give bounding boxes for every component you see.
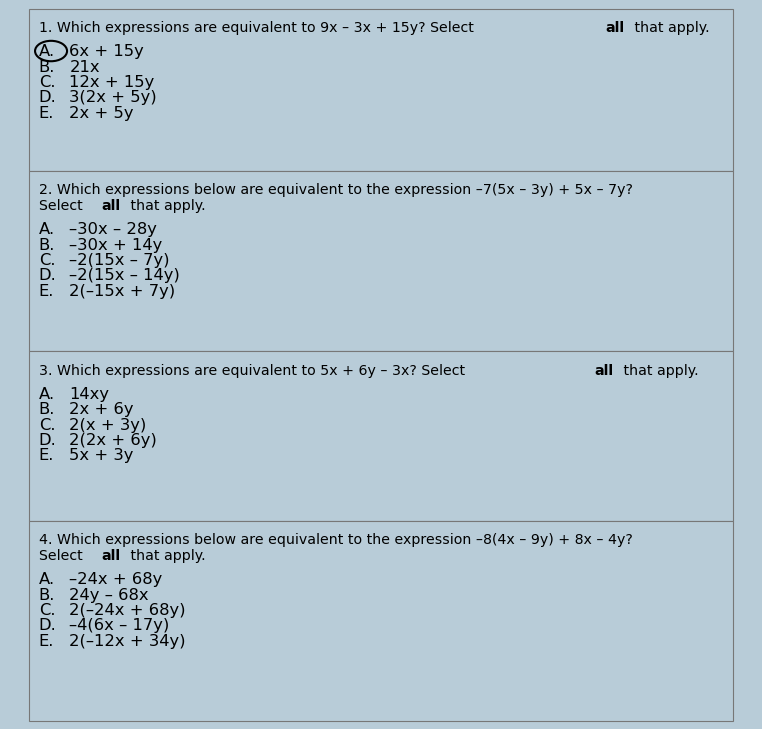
Text: 21x: 21x — [69, 60, 100, 75]
Text: C.: C. — [39, 418, 56, 433]
Text: 3(2x + 5y): 3(2x + 5y) — [69, 90, 157, 106]
Text: –30x – 28y: –30x – 28y — [69, 222, 157, 238]
Text: 2(–15x + 7y): 2(–15x + 7y) — [69, 284, 175, 299]
Text: B.: B. — [39, 588, 55, 603]
Text: –2(15x – 14y): –2(15x – 14y) — [69, 268, 181, 284]
Text: 2(x + 3y): 2(x + 3y) — [69, 418, 147, 433]
Text: E.: E. — [39, 284, 54, 299]
Text: 2(–24x + 68y): 2(–24x + 68y) — [69, 603, 186, 618]
Text: all: all — [101, 199, 120, 213]
Text: all: all — [594, 364, 613, 378]
FancyBboxPatch shape — [29, 9, 733, 171]
Text: E.: E. — [39, 634, 54, 649]
Text: –30x + 14y: –30x + 14y — [69, 238, 163, 253]
Text: –4(6x – 17y): –4(6x – 17y) — [69, 618, 170, 634]
FancyBboxPatch shape — [29, 351, 733, 521]
Text: 2. Which expressions below are equivalent to the expression –7(5x – 3y) + 5x – 7: 2. Which expressions below are equivalen… — [39, 183, 633, 197]
Text: 2(–12x + 34y): 2(–12x + 34y) — [69, 634, 186, 649]
Text: 3. Which expressions are equivalent to 5x + 6y – 3x? Select: 3. Which expressions are equivalent to 5… — [39, 364, 469, 378]
Text: 2(2x + 6y): 2(2x + 6y) — [69, 433, 157, 448]
Text: A.: A. — [39, 572, 55, 588]
Text: A.: A. — [39, 387, 55, 402]
Text: 12x + 15y: 12x + 15y — [69, 75, 155, 90]
Text: E.: E. — [39, 106, 54, 121]
Text: D.: D. — [39, 268, 56, 284]
Text: 2x + 6y: 2x + 6y — [69, 402, 134, 418]
Text: C.: C. — [39, 253, 56, 268]
Text: A.: A. — [39, 44, 55, 60]
Text: 6x + 15y: 6x + 15y — [69, 44, 144, 60]
Text: 1. Which expressions are equivalent to 9x – 3x + 15y? Select: 1. Which expressions are equivalent to 9… — [39, 21, 479, 35]
Text: A.: A. — [39, 222, 55, 238]
Text: that apply.: that apply. — [126, 199, 206, 213]
Text: 2x + 5y: 2x + 5y — [69, 106, 134, 121]
Text: D.: D. — [39, 433, 56, 448]
Text: that apply.: that apply. — [126, 549, 206, 563]
Text: all: all — [101, 549, 120, 563]
Text: D.: D. — [39, 618, 56, 634]
Text: 4. Which expressions below are equivalent to the expression –8(4x – 9y) + 8x – 4: 4. Which expressions below are equivalen… — [39, 533, 632, 547]
Text: 5x + 3y: 5x + 3y — [69, 448, 134, 464]
Text: D.: D. — [39, 90, 56, 106]
Text: B.: B. — [39, 60, 55, 75]
Text: that apply.: that apply. — [620, 364, 699, 378]
Text: E.: E. — [39, 448, 54, 464]
Text: Select: Select — [39, 199, 87, 213]
Text: that apply.: that apply. — [630, 21, 710, 35]
Text: B.: B. — [39, 402, 55, 418]
Text: Select: Select — [39, 549, 87, 563]
FancyBboxPatch shape — [29, 171, 733, 351]
Text: B.: B. — [39, 238, 55, 253]
Text: C.: C. — [39, 603, 56, 618]
Text: C.: C. — [39, 75, 56, 90]
Text: –2(15x – 7y): –2(15x – 7y) — [69, 253, 170, 268]
Text: 24y – 68x: 24y – 68x — [69, 588, 149, 603]
Text: 14xy: 14xy — [69, 387, 110, 402]
Text: –24x + 68y: –24x + 68y — [69, 572, 163, 588]
Text: all: all — [606, 21, 625, 35]
FancyBboxPatch shape — [29, 521, 733, 721]
